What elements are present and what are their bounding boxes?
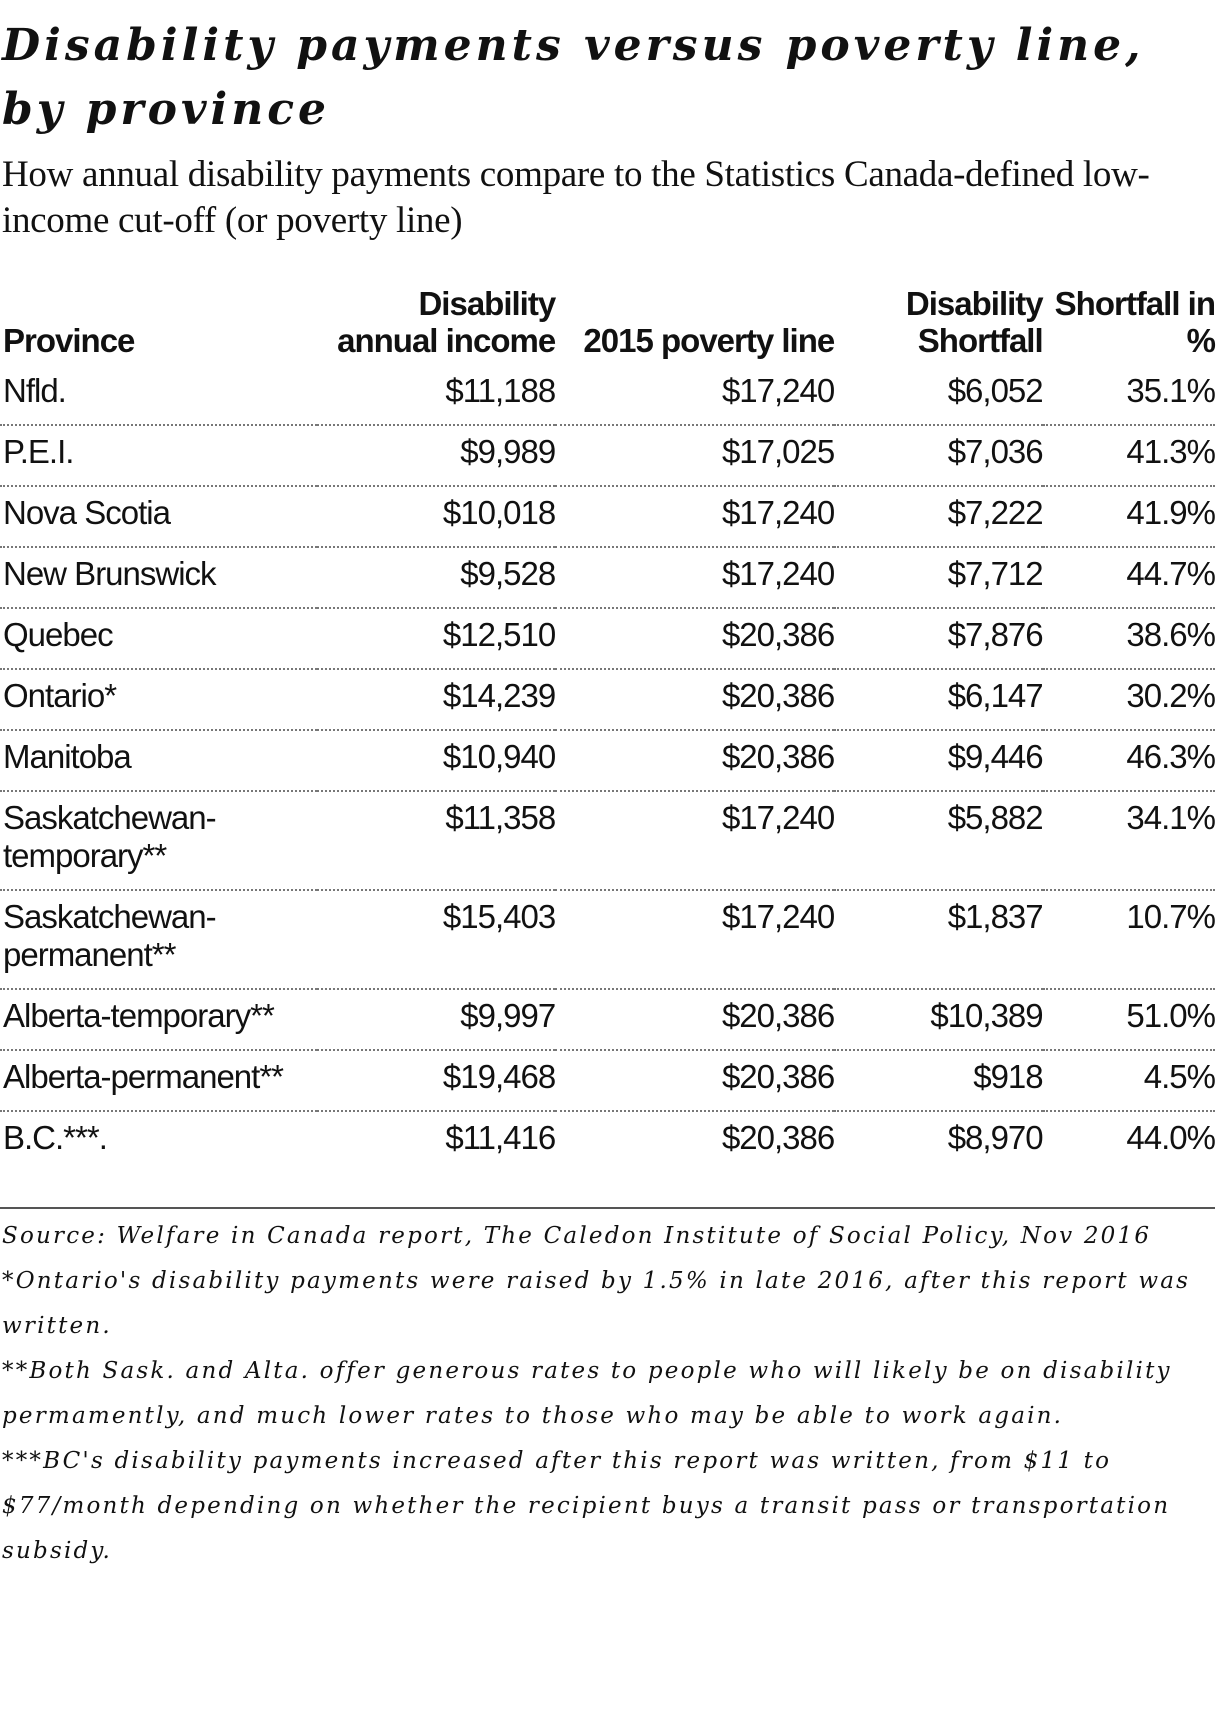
cell-income: $15,403 [316,890,556,990]
cell-province: Saskatchewan-permanent** [0,890,317,990]
cell-shortfall: $6,052 [834,365,1044,426]
cell-income: $10,018 [316,486,556,548]
cell-shortfall: $5,882 [834,791,1044,891]
header-shortfall-pct: Shortfall in % [1054,285,1216,359]
table-row: B.C.***. $11,416 $20,386 $8,970 44.0% [0,1111,1216,1171]
cell-shortfall: $7,036 [834,425,1044,487]
cell-income: $11,416 [445,1119,556,1156]
table-row: Alberta-permanent** $19,468 $20,386 $918 4.5… [0,1050,1216,1112]
cell-shortfall: $7,712 [834,547,1044,609]
cell-shortfall-pct: 41.9% [1042,486,1216,548]
footnotes: Source: Welfare in Canada report, The Ca… [2,1214,1217,1574]
cell-shortfall-pct: 51.0% [1042,989,1216,1051]
cell-poverty-line: $20,386 [555,608,835,670]
cell-shortfall-pct: 4.5% [1042,1050,1216,1112]
cell-province: Alberta-temporary** [0,989,317,1051]
divider [0,1207,1215,1209]
cell-income: $9,997 [316,989,556,1051]
table-header-row: Province Disability annual income 2015 p… [0,285,1216,365]
cell-income: $10,940 [316,730,556,792]
cell-poverty-line: $17,240 [555,890,835,990]
cell-province: P.E.I. [0,425,317,487]
header-income: Disability annual income [337,285,556,359]
cell-shortfall-pct: 41.3% [1042,425,1216,487]
table-row: New Brunswick $9,528 $17,240 $7,712 44.7% [0,547,1216,609]
cell-income: $19,468 [316,1050,556,1112]
cell-poverty-line: $20,386 [555,730,835,792]
cell-shortfall-pct: 30.2% [1042,669,1216,731]
cell-province: New Brunswick [0,547,317,609]
header-shortfall: Disability Shortfall [905,285,1044,359]
cell-poverty-line: $17,240 [555,365,835,426]
table-row: Saskatchewan-permanent** $15,403 $17,240 $1… [0,890,1216,990]
cell-income: $14,239 [316,669,556,731]
cell-shortfall: $8,970 [947,1119,1044,1156]
table-row: Manitoba $10,940 $20,386 $9,446 46.3% [0,730,1216,792]
cell-province: Nfld. [0,365,317,426]
cell-shortfall: $9,446 [834,730,1044,792]
cell-province: Saskatchewan-temporary** [0,791,317,891]
cell-shortfall-pct: 46.3% [1042,730,1216,792]
table-row: P.E.I. $9,989 $17,025 $7,036 41.3% [0,425,1216,487]
cell-shortfall: $7,222 [834,486,1044,548]
footnote-bc: ***BC's disability payments increased af… [2,1448,1171,1564]
footnote-sask-alta: **Both Sask. and Alta. offer generous ra… [2,1358,1172,1429]
subtitle: How annual disability payments compare t… [2,154,1150,241]
cell-income: $9,989 [316,425,556,487]
table-row: Alberta-temporary** $9,997 $20,386 $10,389 5… [0,989,1216,1051]
cell-province: Alberta-permanent** [0,1050,317,1112]
cell-shortfall: $6,147 [834,669,1044,731]
cell-province: Manitoba [0,730,317,792]
cell-poverty-line: $20,386 [555,989,835,1051]
header-province: Province [3,322,135,359]
cell-income: $11,358 [316,791,556,891]
cell-shortfall: $10,389 [834,989,1044,1051]
data-table: Province Disability annual income 2015 p… [0,285,1216,1171]
cell-shortfall: $918 [834,1050,1044,1112]
table-row: Ontario* $14,239 $20,386 $6,147 30.2% [0,669,1216,731]
cell-poverty-line: $17,025 [555,425,835,487]
cell-income: $11,188 [316,365,556,426]
page-title: Disability payments versus poverty line,… [2,20,1145,135]
cell-poverty-line: $17,240 [555,547,835,609]
cell-shortfall-pct: 35.1% [1042,365,1216,426]
cell-shortfall-pct: 10.7% [1042,890,1216,990]
cell-province: Nova Scotia [0,486,317,548]
cell-province: Ontario* [0,669,317,731]
cell-province: B.C.***. [3,1119,108,1156]
cell-poverty-line: $20,386 [555,669,835,731]
footnote-ontario: *Ontario's disability payments were rais… [2,1268,1191,1339]
header-poverty-line: 2015 poverty line [583,322,835,359]
source-note: Source: Welfare in Canada report, The Ca… [2,1223,1152,1249]
cell-poverty-line: $20,386 [721,1119,835,1156]
cell-shortfall: $7,876 [834,608,1044,670]
cell-income: $9,528 [316,547,556,609]
cell-shortfall-pct: 44.7% [1042,547,1216,609]
cell-income: $12,510 [316,608,556,670]
table-row: Nfld. $11,188 $17,240 $6,052 35.1% [0,365,1216,426]
cell-shortfall: $1,837 [834,890,1044,990]
table-row: Saskatchewan-temporary** $11,358 $17,240 $5… [0,791,1216,891]
cell-shortfall-pct: 38.6% [1042,608,1216,670]
cell-poverty-line: $17,240 [555,791,835,891]
table-row: Nova Scotia $10,018 $17,240 $7,222 41.9% [0,486,1216,548]
cell-province: Quebec [0,608,317,670]
cell-shortfall-pct: 44.0% [1126,1119,1216,1156]
cell-poverty-line: $20,386 [555,1050,835,1112]
cell-shortfall-pct: 34.1% [1042,791,1216,891]
cell-poverty-line: $17,240 [555,486,835,548]
table-row: Quebec $12,510 $20,386 $7,876 38.6% [0,608,1216,670]
